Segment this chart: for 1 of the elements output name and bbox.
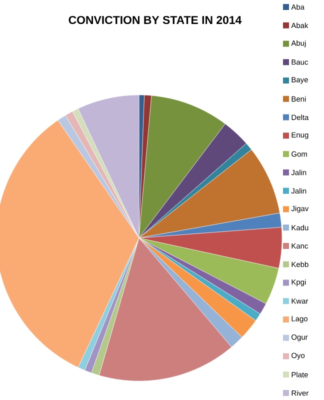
text: CONVICTION BY STATE IN 2014 xyxy=(68,16,242,24)
